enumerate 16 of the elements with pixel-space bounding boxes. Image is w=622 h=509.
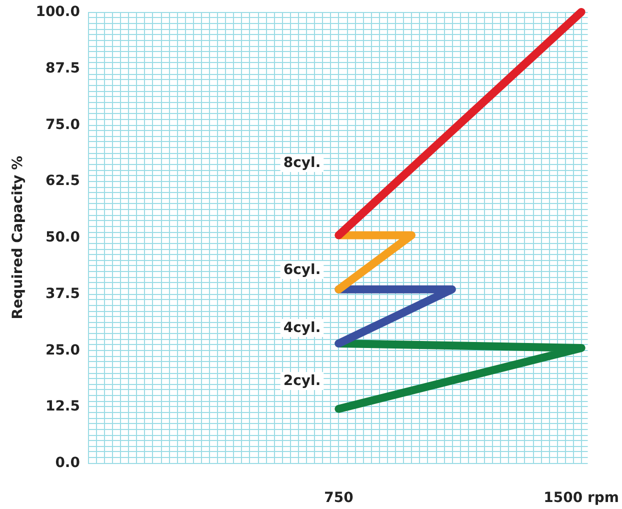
y-tick-label: 37.5 [45, 286, 80, 302]
annotation: 6cyl. [283, 262, 321, 278]
annotation: 8cyl. [283, 155, 321, 171]
y-tick-label: 50.0 [45, 230, 80, 246]
y-tick-label: 62.5 [45, 173, 80, 190]
annotation: 4cyl. [283, 320, 321, 336]
y-tick-label: 25.0 [45, 342, 80, 358]
y-tick-label: 100.0 [36, 4, 80, 20]
x-tick-label: 1500 rpm [544, 490, 620, 506]
y-tick-label: 0.0 [55, 455, 80, 471]
annotation: 2cyl. [283, 373, 321, 389]
x-tick-label: 750 [324, 490, 354, 506]
y-tick-label: 75.0 [45, 116, 80, 133]
y-axis-title: Required Capacity % [10, 156, 26, 320]
y-tick-label: 87.5 [45, 60, 80, 76]
y-tick-label: 12.5 [45, 398, 80, 415]
